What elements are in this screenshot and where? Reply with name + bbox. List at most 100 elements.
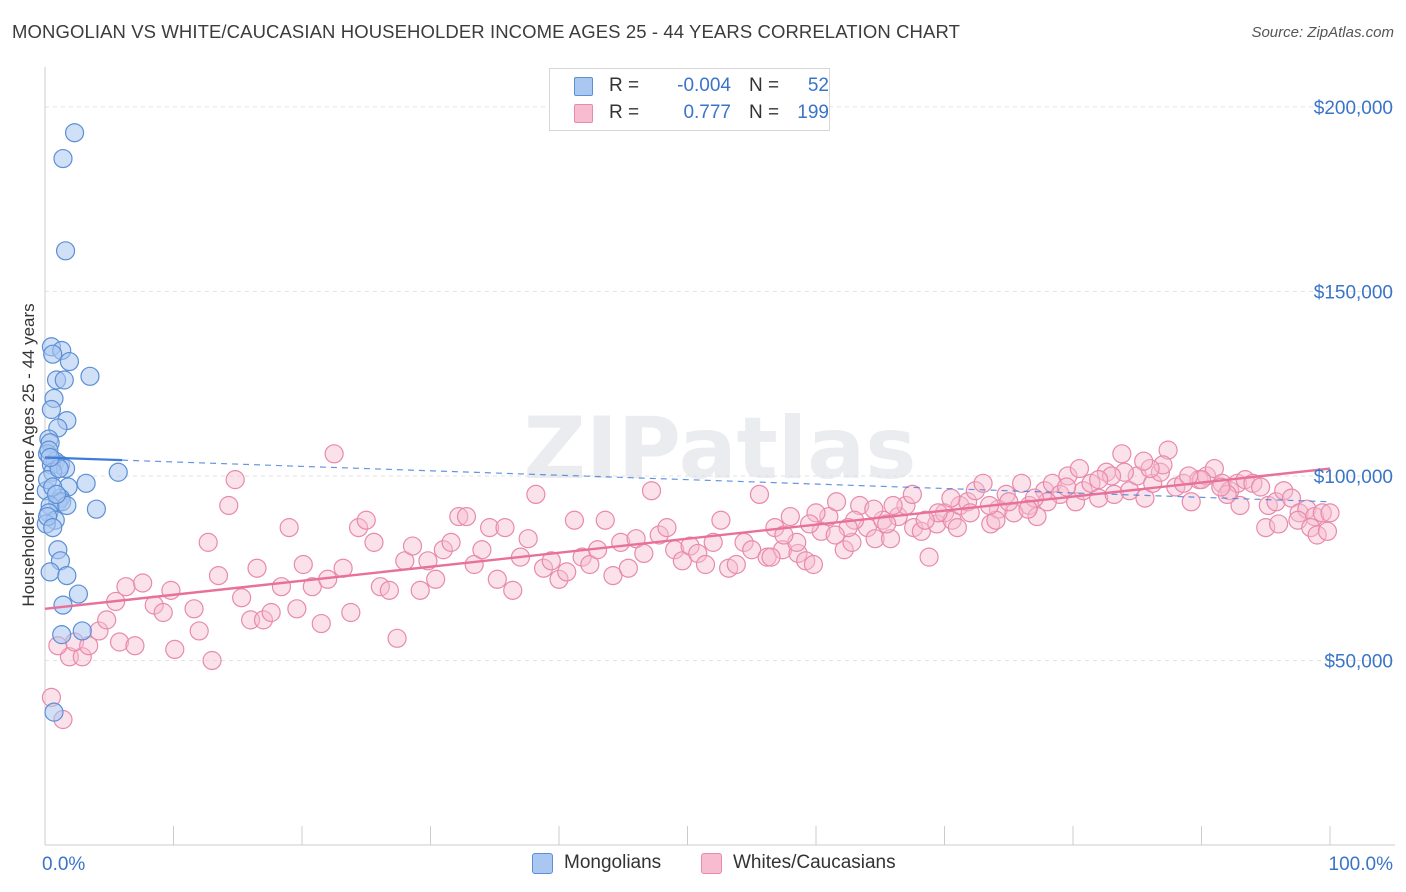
data-point-whites (1320, 503, 1340, 523)
legend-swatch-pink (574, 103, 593, 123)
legend-r-label: R = (609, 75, 640, 96)
data-point-whites (819, 506, 839, 527)
data-point-whites (865, 529, 885, 549)
data-point-mongolians (40, 562, 60, 582)
data-point-whites (72, 647, 92, 667)
data-point-whites (503, 580, 523, 600)
y-axis-label: Householder Income Ages 25 - 44 years (19, 303, 38, 606)
data-point-mongolians (52, 625, 72, 645)
data-point-whites (202, 650, 222, 671)
data-point-whites (749, 484, 770, 505)
legend-r-label: R = (609, 102, 640, 123)
data-point-whites (919, 547, 939, 567)
data-point-whites (293, 554, 313, 575)
data-point-whites (1042, 473, 1063, 493)
data-point-whites (464, 554, 484, 575)
data-point-whites (883, 495, 903, 516)
data-point-whites (1150, 462, 1170, 482)
y-tick-labels: $50,000 $100,000 $150,000 $200,000 (1314, 98, 1393, 673)
data-point-whites (1274, 481, 1294, 501)
data-point-whites (356, 510, 376, 530)
data-point-whites (1134, 451, 1154, 471)
data-point-whites (1256, 518, 1276, 538)
data-point-whites (271, 577, 292, 597)
legend-label-mongolians: Mongolians (564, 852, 662, 873)
data-point-whites (711, 510, 731, 530)
data-point-mongolians (55, 241, 76, 261)
trend-line-mongolians (44, 456, 123, 462)
data-point-whites (774, 525, 794, 545)
data-point-whites (165, 639, 185, 660)
data-point-whites (941, 488, 961, 508)
data-point-whites (1140, 458, 1160, 479)
data-point-whites (572, 547, 592, 567)
legend-swatch-blue (532, 852, 553, 874)
data-point-whites (184, 599, 204, 619)
data-point-whites (811, 521, 831, 541)
data-point-whites (449, 506, 469, 527)
chart-title: MONGOLIAN VS WHITE/CAUCASIAN HOUSEHOLDER… (12, 21, 960, 42)
y-tick-label: $150,000 (1314, 282, 1393, 303)
data-point-whites (1011, 473, 1032, 493)
data-point-whites (703, 532, 723, 552)
data-point-whites (826, 492, 847, 512)
data-point-whites (549, 569, 569, 589)
data-point-whites (911, 521, 931, 541)
data-point-whites (603, 565, 623, 586)
data-point-whites (1181, 492, 1201, 512)
data-point-whites (125, 636, 145, 656)
data-point-whites (1307, 525, 1327, 545)
data-point-whites (133, 573, 153, 593)
legend-n-value: 199 (797, 102, 829, 123)
legend-r-value: -0.004 (677, 75, 731, 96)
data-point-whites (742, 540, 762, 560)
data-point-whites (253, 610, 274, 630)
legend-item-mongolians[interactable]: Mongolians (532, 852, 661, 874)
data-point-whites (672, 551, 692, 571)
data-point-whites (564, 510, 585, 530)
data-point-whites (189, 621, 209, 641)
data-point-whites (915, 510, 935, 530)
correlation-legend: R = -0.004 N = 52 R = 0.777 N = 199 (549, 68, 830, 131)
data-point-whites (287, 599, 307, 619)
data-point-mongolians (53, 148, 73, 169)
data-point-whites (153, 602, 173, 623)
data-point-whites (649, 525, 669, 545)
data-point-whites (864, 499, 884, 519)
source-label: Source: ZipAtlas.com (1251, 24, 1394, 41)
data-point-whites (426, 569, 446, 589)
x-tick-label: 0.0% (42, 854, 85, 875)
data-point-whites (261, 602, 281, 623)
data-point-whites (902, 484, 922, 505)
y-tick-label: $100,000 (1314, 467, 1393, 488)
data-point-mongolians (72, 621, 92, 641)
data-point-whites (1056, 477, 1077, 497)
data-point-whites (348, 518, 369, 538)
watermark: ZIPatlas (524, 399, 917, 499)
y-tick-label: $200,000 (1314, 98, 1393, 119)
data-point-whites (410, 580, 430, 600)
data-point-whites (364, 532, 384, 552)
data-point-mongolians (44, 702, 64, 722)
data-point-whites (834, 540, 854, 560)
data-point-whites (1024, 488, 1045, 508)
data-point-whites (850, 495, 870, 516)
legend-item-whites[interactable]: Whites/Caucasians (701, 852, 896, 874)
data-point-whites (526, 484, 546, 505)
data-point-whites (97, 610, 117, 630)
data-point-whites (1211, 477, 1231, 497)
data-point-whites (1018, 499, 1038, 519)
data-point-whites (480, 518, 500, 538)
x-tick-labels: 0.0% 100.0% (42, 854, 1393, 875)
data-point-whites (433, 540, 453, 560)
data-point-whites (208, 565, 229, 586)
trend-line-whites (44, 467, 1331, 611)
data-point-whites (232, 588, 252, 608)
data-point-whites (1112, 444, 1132, 464)
data-point-whites (595, 510, 615, 530)
data-point-whites (1037, 492, 1057, 512)
data-point-whites (1312, 503, 1332, 523)
data-point-whites (634, 543, 654, 564)
data-point-mongolians (46, 484, 67, 505)
